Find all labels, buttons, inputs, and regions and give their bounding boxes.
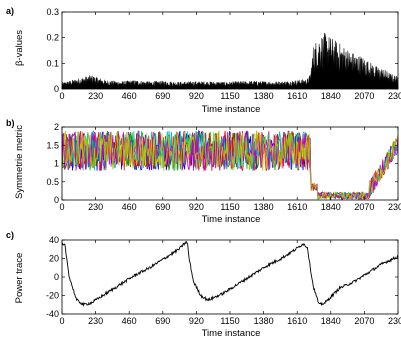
x-tick-label-1-6: 1380 xyxy=(254,202,274,212)
power-trace-series xyxy=(62,241,398,308)
panel-a: a) β-values Time instance 0 230 460 690 920 1… xyxy=(6,6,401,115)
x-tick-label-1-5: 1150 xyxy=(220,202,239,212)
panel-c-label: c) xyxy=(6,230,14,240)
x-tick-label-2-6: 1380 xyxy=(254,316,274,326)
x-tick-label-0-9: 2070 xyxy=(354,91,374,101)
x-tick-label-2-0: 0 xyxy=(59,316,64,326)
y-tick-label-1-2: 1 xyxy=(54,159,59,169)
y-tick-label-1-1: 0.5 xyxy=(46,177,59,187)
x-tick-label-2-7: 1610 xyxy=(287,316,307,326)
x-tick-label-1-3: 690 xyxy=(155,202,170,212)
beta-series xyxy=(62,32,398,89)
x-tick-label-0-5: 1150 xyxy=(220,91,239,101)
x-tick-label-0-2: 460 xyxy=(122,91,137,101)
symmetry-series-5 xyxy=(62,130,398,200)
panel-a-xlabel: Time instance xyxy=(202,104,261,115)
x-tick-label-2-5: 1150 xyxy=(220,316,239,326)
x-tick-label-2-2: 460 xyxy=(122,316,137,326)
y-tick-label-0-0: 0 xyxy=(54,84,59,94)
x-tick-label-1-8: 1840 xyxy=(321,202,341,212)
x-tick-label-0-1: 230 xyxy=(88,91,103,101)
y-tick-label-1-4: 2 xyxy=(54,122,59,132)
series-group-2 xyxy=(62,241,398,308)
panel-c-ylabel: Power trace xyxy=(14,253,25,304)
x-tick-label-0-8: 1840 xyxy=(321,91,341,101)
x-tick-label-2-3: 690 xyxy=(155,316,170,326)
panel-b-label: b) xyxy=(6,118,15,128)
panel-c: c) Power trace Time instance 0 230 460 690 9… xyxy=(6,230,401,339)
x-tick-label-1-1: 230 xyxy=(88,202,103,212)
x-tick-label-0-4: 920 xyxy=(189,91,204,101)
y-tick-label-2-0: -40 xyxy=(46,309,59,319)
panel-b-ylabel: Symmetrie metric xyxy=(14,125,25,199)
y-tick-label-0-1: 0.1 xyxy=(46,58,59,68)
x-tick-label-0-3: 690 xyxy=(155,91,170,101)
plot-frame-2 xyxy=(61,239,399,315)
panel-b-xlabel: Time instance xyxy=(202,214,261,225)
y-tick-label-0-3: 0.3 xyxy=(46,7,59,17)
x-tick-label-1-2: 460 xyxy=(122,202,137,212)
y-tick-label-2-3: 20 xyxy=(49,254,59,264)
y-tick-label-0-2: 0.2 xyxy=(46,33,59,43)
x-tick-label-1-0: 0 xyxy=(59,202,64,212)
x-tick-label-1-4: 920 xyxy=(189,202,204,212)
y-tick-label-2-2: 0 xyxy=(54,272,59,282)
panel-c-xlabel: Time instance xyxy=(202,328,261,339)
y-tick-label-2-1: -20 xyxy=(46,291,59,301)
x-tick-label-2-1: 230 xyxy=(88,316,103,326)
x-tick-label-2-9: 2070 xyxy=(354,316,374,326)
x-tick-label-1-7: 1610 xyxy=(287,202,307,212)
series-group-1 xyxy=(62,129,398,200)
y-tick-label-1-3: 1.5 xyxy=(46,140,59,150)
x-tick-label-0-6: 1380 xyxy=(254,91,274,101)
x-tick-label-1-9: 2070 xyxy=(354,202,374,212)
x-tick-label-0-0: 0 xyxy=(59,91,64,101)
panel-a-label: a) xyxy=(6,6,14,16)
y-tick-label-1-0: 0 xyxy=(54,195,59,205)
x-tick-label-2-8: 1840 xyxy=(321,316,341,326)
panel-b: b) Symmetrie metric Time instance 0 230 46… xyxy=(6,118,401,225)
panel-a-ylabel: β-values xyxy=(14,30,25,66)
series-group-0 xyxy=(62,32,398,89)
x-tick-label-2-4: 920 xyxy=(189,316,204,326)
y-tick-label-2-4: 40 xyxy=(49,235,59,245)
x-tick-label-0-7: 1610 xyxy=(287,91,307,101)
